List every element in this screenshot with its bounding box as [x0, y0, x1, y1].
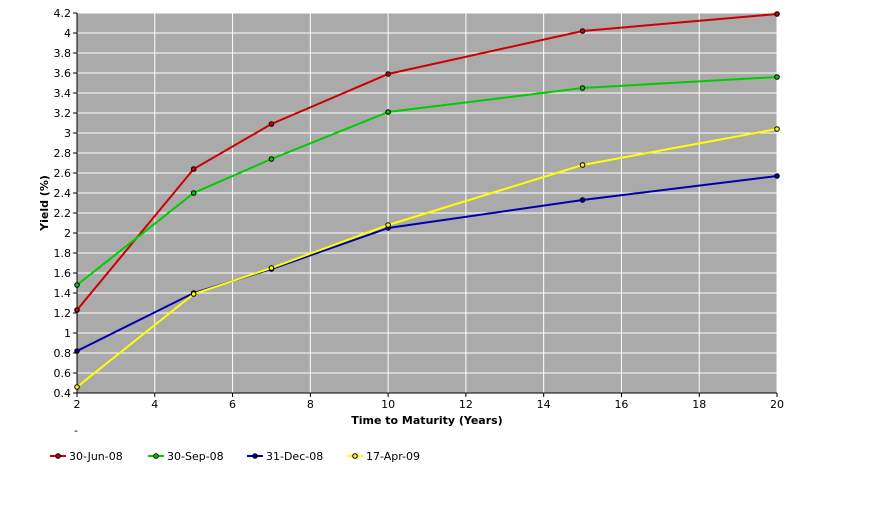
data-point	[579, 162, 586, 168]
y-tick-label: 3.6	[54, 67, 72, 80]
legend-item: 31-Dec-08	[247, 450, 323, 463]
data-point	[774, 126, 780, 132]
y-axis-ticks: 0.4 0.6 0.8 1 1.2 1.4 1.6 1.8 2 2.2 2.4 2.6 2.8 3 3.2 3…	[54, 7, 78, 400]
series-line	[76, 128, 778, 388]
legend-item: 17-Apr-09	[347, 450, 420, 463]
legend-swatch-marker	[55, 453, 61, 459]
series-lines	[74, 11, 780, 390]
data-point	[774, 173, 780, 179]
legend-item: 30-Sep-08	[148, 450, 224, 463]
y-tick-label: 3.4	[54, 87, 72, 100]
data-point	[268, 265, 275, 271]
data-point	[268, 156, 275, 162]
data-point	[774, 74, 780, 80]
series-3	[74, 126, 780, 390]
y-tick-label: 0.6	[54, 367, 72, 380]
y-tick-label: 2.4	[54, 187, 72, 200]
y-tick-label: 1.6	[54, 267, 72, 280]
y-tick-label: 3.2	[54, 107, 72, 120]
x-axis-ticks: 2 4 6 8 10 12 14 16 18 20	[74, 392, 784, 411]
y-tick-label: 2.6	[54, 167, 72, 180]
y-tick-label: 4.2	[54, 7, 72, 20]
x-tick-label: 20	[770, 398, 784, 411]
y-tick-label: 1.4	[54, 287, 72, 300]
legend-label: 30-Jun-08	[69, 450, 123, 463]
legend-item: 30-Jun-08	[50, 450, 123, 463]
x-tick-label: 16	[614, 398, 628, 411]
data-point	[190, 190, 197, 196]
data-point	[579, 28, 586, 34]
x-tick-label: 14	[537, 398, 551, 411]
data-point	[74, 348, 80, 354]
data-point	[774, 11, 780, 17]
y-tick-label: 3	[64, 127, 71, 140]
x-tick-label: 10	[381, 398, 395, 411]
series-0	[74, 11, 780, 313]
y-tick-label: 0.4	[54, 387, 72, 400]
data-point	[190, 166, 197, 172]
data-point	[579, 85, 586, 91]
stray-mark: -	[74, 424, 78, 437]
y-tick-label: 1	[64, 327, 71, 340]
y-tick-label: 3.8	[54, 47, 72, 60]
series-line	[76, 13, 778, 311]
data-point	[579, 197, 586, 203]
y-tick-label: 1.8	[54, 247, 72, 260]
y-tick-label: 4	[64, 27, 71, 40]
plot-area	[77, 13, 777, 393]
x-tick-label: 8	[307, 398, 314, 411]
x-tick-label: 4	[151, 398, 158, 411]
data-point	[268, 121, 275, 127]
legend: 30-Jun-08 30-Sep-08 31-Dec-08 17-Apr-09	[50, 450, 420, 463]
y-tick-label: 0.8	[54, 347, 72, 360]
data-point	[385, 71, 391, 77]
legend-swatch-marker	[153, 453, 159, 459]
y-tick-label: 2.2	[54, 207, 72, 220]
legend-swatch-marker	[252, 453, 258, 459]
data-point	[74, 307, 80, 313]
series-1	[74, 74, 780, 288]
legend-swatch-marker	[352, 453, 358, 459]
legend-label: 17-Apr-09	[366, 450, 420, 463]
data-point	[385, 222, 391, 228]
series-line	[76, 175, 778, 352]
y-axis-title: Yield (%)	[38, 175, 51, 232]
legend-label: 31-Dec-08	[266, 450, 323, 463]
series-line	[76, 76, 778, 286]
x-axis-title: Time to Maturity (Years)	[351, 414, 502, 427]
x-tick-label: 12	[459, 398, 473, 411]
data-point	[190, 291, 197, 297]
data-point	[385, 109, 391, 115]
data-point	[74, 384, 80, 390]
x-tick-label: 6	[229, 398, 236, 411]
legend-label: 30-Sep-08	[167, 450, 224, 463]
x-tick-label: 18	[692, 398, 706, 411]
y-tick-label: 2	[64, 227, 71, 240]
y-tick-label: 2.8	[54, 147, 72, 160]
data-point	[74, 282, 80, 288]
x-tick-label: 2	[74, 398, 81, 411]
y-tick-label: 1.2	[54, 307, 72, 320]
